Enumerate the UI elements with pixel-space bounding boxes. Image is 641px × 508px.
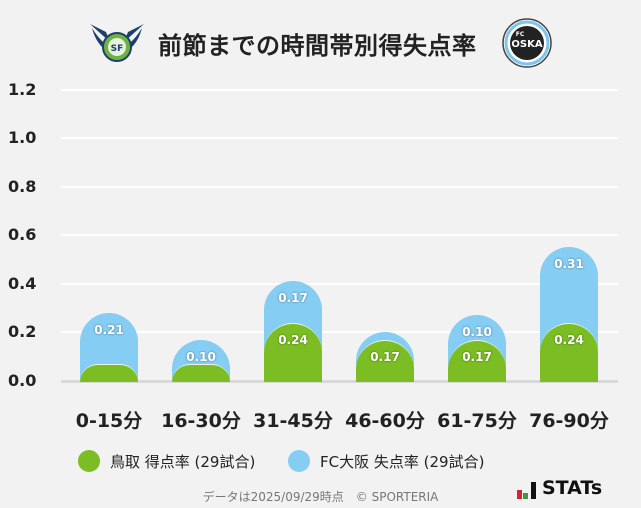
bar-home (448, 339, 506, 382)
gridline (61, 234, 618, 237)
bar-value-label: 0.17 (462, 349, 492, 364)
stats-bar-red-icon (517, 490, 522, 499)
gridline (61, 282, 618, 285)
legend-item-home: 鳥取 得点率 (29試合) (78, 450, 255, 472)
gridline (61, 331, 618, 334)
bar-value-label: 0.10 (462, 325, 492, 340)
stats-logo: STATs (517, 477, 602, 499)
bar-home (80, 363, 138, 382)
x-tick-label: 31-45分 (253, 410, 333, 432)
bar-home (264, 322, 322, 382)
bar-home (172, 363, 230, 382)
bar-value-label: 0.24 (554, 332, 584, 347)
gridline (61, 185, 618, 188)
y-tick-label: 0.8 (8, 176, 37, 196)
x-tick-label: 46-60分 (345, 410, 425, 432)
x-axis-line (61, 380, 618, 383)
x-tick-label: 0-15分 (75, 410, 143, 432)
svg-text:FC: FC (516, 31, 525, 38)
fc-osaka-crest-icon: OSKA FC (502, 18, 552, 68)
x-tick-label: 61-75分 (437, 410, 517, 432)
blue-dot-icon (288, 450, 310, 472)
data-note: データは2025/09/29時点 © SPORTERIA (202, 490, 439, 504)
legend-label-away: FC大阪 失点率 (29試合) (320, 452, 485, 471)
stats-bar-black-icon (531, 482, 536, 499)
bar-value-label: 0.31 (554, 257, 584, 272)
bar-home (540, 322, 598, 382)
gridline (61, 88, 618, 91)
page-title: 前節までの時間帯別得失点率 (158, 32, 477, 60)
legend-label-home: 鳥取 得点率 (29試合) (110, 452, 256, 471)
tottori-crest-icon: SF (90, 24, 144, 62)
y-tick-label: 1.0 (8, 128, 37, 148)
bar-value-label: 0.17 (278, 291, 308, 306)
y-tick-label: 1.2 (8, 79, 37, 99)
bar-value-label: 0.21 (94, 322, 124, 337)
svg-text:OSKA: OSKA (511, 39, 542, 50)
bar-value-label: 0.17 (370, 349, 400, 364)
legend-item-away: FC大阪 失点率 (29試合) (288, 450, 484, 472)
y-tick-label: 0.0 (8, 371, 37, 390)
x-tick-label: 76-90分 (529, 410, 609, 432)
bar-home (356, 339, 414, 382)
stats-brand: STATs (542, 477, 603, 499)
gridline (61, 137, 618, 140)
y-tick-label: 0.2 (8, 322, 37, 342)
green-dot-icon (78, 450, 100, 472)
stats-bar-green-icon (523, 493, 528, 499)
y-tick-label: 0.4 (8, 273, 37, 293)
y-tick-label: 0.6 (8, 225, 37, 245)
x-tick-label: 16-30分 (161, 410, 241, 432)
bar-value-label: 0.10 (186, 349, 216, 364)
bar-value-label: 0.24 (278, 332, 308, 347)
svg-text:SF: SF (111, 44, 124, 54)
chart-header: SF 前節までの時間帯別得失点率 OSKA FC (0, 18, 641, 68)
